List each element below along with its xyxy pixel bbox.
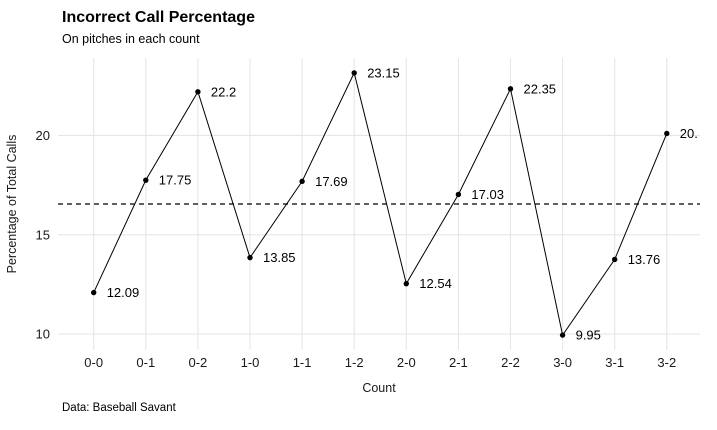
chart-title: Incorrect Call Percentage bbox=[62, 9, 255, 26]
data-point-label: 9.95 bbox=[576, 328, 601, 343]
data-point bbox=[403, 280, 409, 287]
series-line bbox=[93, 71, 668, 337]
x-tick-label: 3-0 bbox=[553, 355, 572, 370]
data-point-label: 17.69 bbox=[315, 174, 348, 189]
x-tick-label: 0-2 bbox=[189, 355, 208, 370]
y-tick-label: 15 bbox=[36, 227, 50, 242]
x-tick-label: 3-2 bbox=[657, 355, 676, 370]
data-point-label: 13.76 bbox=[628, 252, 661, 267]
data-point-label: 17.75 bbox=[159, 173, 192, 188]
data-point-label: 20. bbox=[680, 126, 698, 141]
data-point-label: 13.85 bbox=[263, 250, 296, 265]
data-point bbox=[455, 191, 462, 198]
data-point bbox=[612, 256, 618, 263]
data-point-label: 12.54 bbox=[419, 276, 452, 291]
x-tick-label: 2-1 bbox=[449, 355, 468, 370]
data-point-label: 22.2 bbox=[211, 84, 236, 99]
x-tick-label: 0-0 bbox=[84, 355, 103, 370]
data-point-label: 22.35 bbox=[524, 81, 557, 96]
x-tick-label: 1-0 bbox=[241, 355, 260, 370]
x-tick-label: 3-1 bbox=[605, 355, 624, 370]
y-tick-label: 20 bbox=[36, 128, 50, 143]
data-point bbox=[559, 332, 566, 338]
data-point bbox=[247, 254, 253, 261]
x-tick-label: 2-2 bbox=[501, 355, 520, 370]
x-tick-label: 2-0 bbox=[397, 355, 416, 370]
data-point bbox=[143, 177, 149, 183]
x-axis-title: Count bbox=[362, 381, 396, 395]
data-point bbox=[351, 70, 357, 76]
x-tick-label: 1-2 bbox=[345, 355, 364, 370]
data-point bbox=[299, 178, 305, 185]
y-axis-title: Percentage of Total Calls bbox=[5, 134, 19, 274]
data-point-label: 12.09 bbox=[107, 285, 140, 300]
data-point bbox=[91, 289, 97, 296]
data-point-label: 23.15 bbox=[367, 65, 400, 80]
x-tick-label: 1-1 bbox=[293, 355, 312, 370]
chart-caption: Data: Baseball Savant bbox=[62, 402, 176, 414]
data-point-label: 17.03 bbox=[471, 187, 504, 202]
y-tick-label: 10 bbox=[36, 327, 50, 342]
data-point bbox=[195, 89, 201, 95]
data-point bbox=[664, 130, 670, 137]
x-tick-label: 0-1 bbox=[136, 355, 155, 370]
chart-subtitle: On pitches in each count bbox=[62, 32, 200, 46]
data-point bbox=[507, 86, 514, 92]
